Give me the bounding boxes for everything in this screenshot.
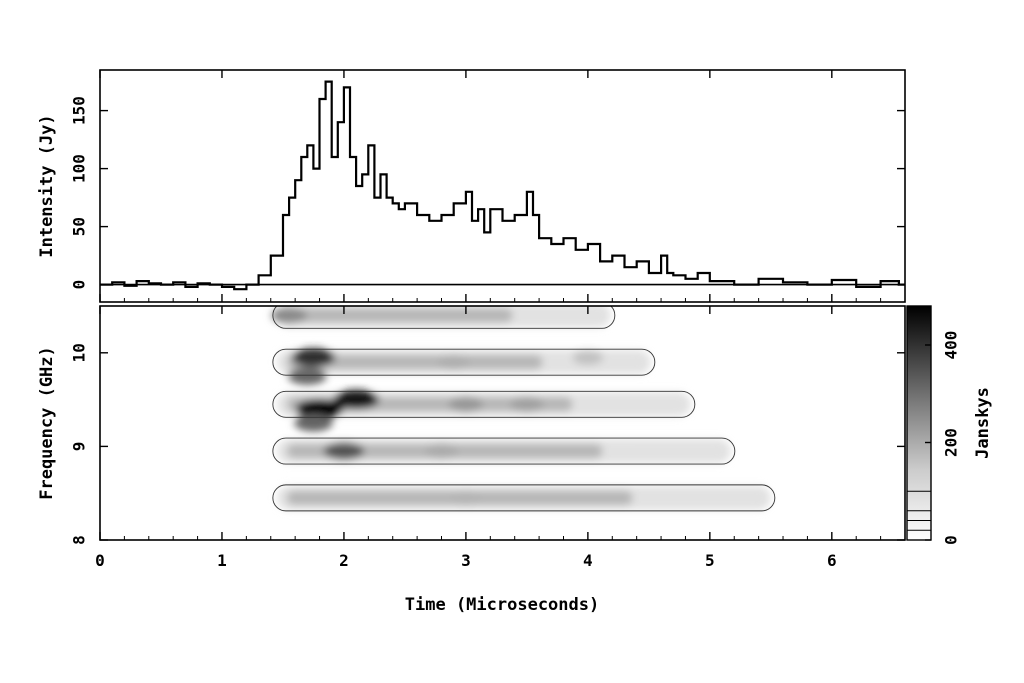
contour-line [272, 484, 776, 512]
time-tick-label: 1 [217, 551, 227, 570]
emission-hotspot [448, 396, 484, 413]
contour-line [272, 437, 736, 465]
emission-hotspot [437, 354, 470, 370]
intensity-y-tick-label: 150 [70, 96, 89, 125]
colorbar-ticks: 0 200 400 [907, 331, 961, 545]
intensity-y-ticks: 0 50 100 150 [70, 96, 905, 290]
emission-hotspot [287, 367, 327, 385]
colorbar: 0 200 400 Janskys [906, 305, 993, 545]
emission-hotspot [323, 442, 365, 460]
frequency-y-tick-label: 9 [70, 442, 89, 452]
spectrum-panel: 8 9 10 0 1 2 3 4 5 6 Frequency (GHz) Time (Micro… [37, 305, 993, 615]
intensity-y-tick-label: 100 [70, 154, 89, 183]
colorbar-tick-label: 200 [942, 428, 961, 457]
time-tick-label: 6 [827, 551, 837, 570]
frequency-y-tick-label: 10 [70, 343, 89, 362]
emission-band-core [286, 308, 513, 323]
intensity-x-ticks [99, 70, 882, 302]
frequency-y-tick-label: 8 [70, 535, 89, 545]
emission-hotspot [510, 396, 544, 413]
emission-band-core [286, 355, 543, 370]
colorbar-tick-label: 400 [942, 331, 961, 360]
time-tick-label: 5 [705, 551, 715, 570]
emission-hotspot [425, 443, 458, 459]
intensity-series-line [100, 80, 905, 291]
colorbar-tick-label: 0 [942, 535, 961, 545]
time-tick-label: 0 [95, 551, 105, 570]
intensity-y-tick-label: 0 [70, 280, 89, 290]
intensity-panel: 0 50 100 150 Intensity (Jy) [37, 69, 906, 303]
emission-hotspot [333, 389, 380, 410]
spectrum-y-ticks: 8 9 10 [70, 343, 905, 545]
emission-hotspot [294, 414, 333, 432]
colorbar-gradient [906, 305, 932, 541]
time-x-axis-title: Time (Microseconds) [405, 595, 599, 615]
spectrum-marks [271, 306, 776, 512]
spectrum-bands [271, 306, 771, 510]
emission-hotspot [572, 350, 604, 365]
time-tick-label: 2 [339, 551, 349, 570]
emission-hotspot [295, 398, 344, 419]
spectrum-panel-frame [99, 305, 906, 541]
contour-line [272, 390, 696, 418]
emission-hotspot [271, 307, 307, 324]
emission-hotspot [450, 490, 482, 506]
time-tick-label: 3 [461, 551, 471, 570]
intensity-y-axis-title: Intensity (Jy) [37, 114, 57, 257]
intensity-y-tick-label: 50 [70, 217, 89, 236]
colorbar-title: Janskys [973, 387, 993, 459]
emission-hotspot [291, 348, 336, 367]
time-tick-label: 4 [583, 551, 593, 570]
spectrum-x-ticks [99, 306, 882, 540]
contour-line [272, 348, 656, 376]
contour-line [272, 306, 616, 329]
intensity-panel-frame [99, 69, 906, 303]
time-tick-labels: 0 1 2 3 4 5 6 [95, 551, 836, 570]
frequency-y-axis-title: Frequency (GHz) [37, 346, 57, 500]
